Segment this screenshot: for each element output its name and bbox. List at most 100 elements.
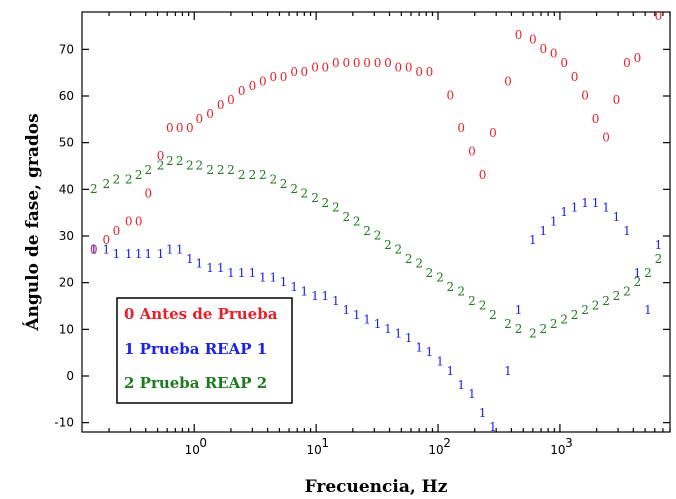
data-point: 0 — [290, 65, 298, 79]
data-point: 0 — [353, 56, 361, 70]
series-2: 2 2 2 2 2 2 2 2 2 2 2 2 2 2 2 2 2 2 2 2 2 2 2 22 22 22 22 22 22 22 222… — [90, 154, 662, 341]
legend-entry-0: 0 Antes de Prueba — [124, 305, 278, 323]
x-tick-exponent: 3 — [565, 436, 573, 450]
data-point: 2 — [227, 163, 235, 177]
data-point: 2 — [504, 317, 512, 331]
data-point: 2 — [571, 308, 579, 322]
data-point: 1 — [634, 266, 642, 280]
data-point: 0 — [103, 233, 111, 247]
x-tick-label: 10 — [306, 443, 321, 457]
data-point: 0 — [166, 121, 174, 135]
data-point: 0 — [394, 61, 402, 75]
data-point: 2 — [415, 257, 423, 271]
data-point: 2 — [405, 252, 413, 266]
data-point: 0 — [550, 47, 558, 61]
data-point: 2 — [623, 285, 631, 299]
data-point: 1 — [581, 196, 589, 210]
data-point: 0 — [301, 65, 309, 79]
data-point: 0 — [613, 93, 621, 107]
data-point: 0 — [655, 9, 663, 23]
data-point: 1 — [90, 243, 98, 257]
data-point: 0 — [571, 70, 579, 84]
y-tick-label: 0 — [66, 369, 74, 383]
data-point: 1 — [311, 289, 319, 303]
data-point: 2 — [206, 163, 214, 177]
data-point: 1 — [489, 420, 497, 434]
data-point: 0 — [280, 70, 288, 84]
data-point: 0 — [602, 131, 610, 145]
data-point: 2 — [353, 215, 361, 229]
data-point: 0 — [363, 56, 371, 70]
data-point: 0 — [479, 168, 487, 182]
data-point: 1 — [405, 331, 413, 345]
data-point: 1 — [415, 341, 423, 355]
data-point: 0 — [504, 75, 512, 89]
data-point: 0 — [374, 56, 382, 70]
data-point: 0 — [144, 187, 152, 201]
data-point: 0 — [405, 61, 413, 75]
data-point: 0 — [206, 107, 214, 121]
data-point: 1 — [166, 243, 174, 257]
data-point: 1 — [332, 294, 340, 308]
data-point: 1 — [457, 378, 465, 392]
data-point: 0 — [227, 93, 235, 107]
data-point: 0 — [384, 56, 392, 70]
data-point: 2 — [269, 173, 277, 187]
data-point: 0 — [623, 56, 631, 70]
legend-entry-1: 1 Prueba REAP 1 — [124, 340, 267, 358]
x-axis-title: Frecuencia, Hz — [305, 477, 448, 497]
data-point: 0 — [217, 98, 225, 112]
data-point: 1 — [217, 261, 225, 275]
data-point: 0 — [332, 56, 340, 70]
data-point: 2 — [332, 201, 340, 215]
y-tick-label: 70 — [59, 42, 74, 56]
data-point: 0 — [539, 42, 547, 56]
data-point: 0 — [176, 121, 184, 135]
data-point: 1 — [571, 201, 579, 215]
data-point: 1 — [539, 224, 547, 238]
data-point: 2 — [394, 243, 402, 257]
data-point: 2 — [602, 294, 610, 308]
data-point: 0 — [249, 79, 257, 93]
data-point: 2 — [322, 196, 330, 210]
data-point: 1 — [384, 322, 392, 336]
data-point: 1 — [227, 266, 235, 280]
legend: 0 Antes de Prueba 1 Prueba REAP 1 2 Prue… — [116, 297, 293, 404]
data-point: 1 — [301, 285, 309, 299]
data-point: 2 — [468, 294, 476, 308]
data-point: 0 — [581, 89, 589, 103]
data-point: 0 — [90, 243, 98, 257]
data-point: 1 — [176, 243, 184, 257]
x-tick-exponent: 2 — [443, 436, 451, 450]
data-point: 1 — [125, 247, 133, 261]
legend-entry-2: 2 Prueba REAP 2 — [124, 374, 267, 392]
data-point: 1 — [280, 275, 288, 289]
data-point: 1 — [157, 247, 165, 261]
data-point: 1 — [515, 303, 523, 317]
data-point: 2 — [489, 308, 497, 322]
data-point: 1 — [374, 317, 382, 331]
data-point: 1 — [426, 345, 434, 359]
data-point: 2 — [195, 159, 203, 173]
data-point: 2 — [529, 327, 537, 341]
data-point: 1 — [602, 201, 610, 215]
data-point: 0 — [195, 112, 203, 126]
data-point: 0 — [529, 33, 537, 47]
data-point: 1 — [195, 257, 203, 271]
data-point: 1 — [290, 280, 298, 294]
data-point: 2 — [446, 280, 454, 294]
data-point: 0 — [186, 121, 194, 135]
data-point: 0 — [560, 56, 568, 70]
data-point: 2 — [290, 182, 298, 196]
y-tick-label: 30 — [59, 229, 74, 243]
data-point: 2 — [515, 322, 523, 336]
data-point: 0 — [238, 84, 246, 98]
data-point: 2 — [363, 224, 371, 238]
data-point: 1 — [113, 247, 121, 261]
data-point: 0 — [446, 89, 454, 103]
data-point: 2 — [655, 252, 663, 266]
data-point: 2 — [592, 299, 600, 313]
